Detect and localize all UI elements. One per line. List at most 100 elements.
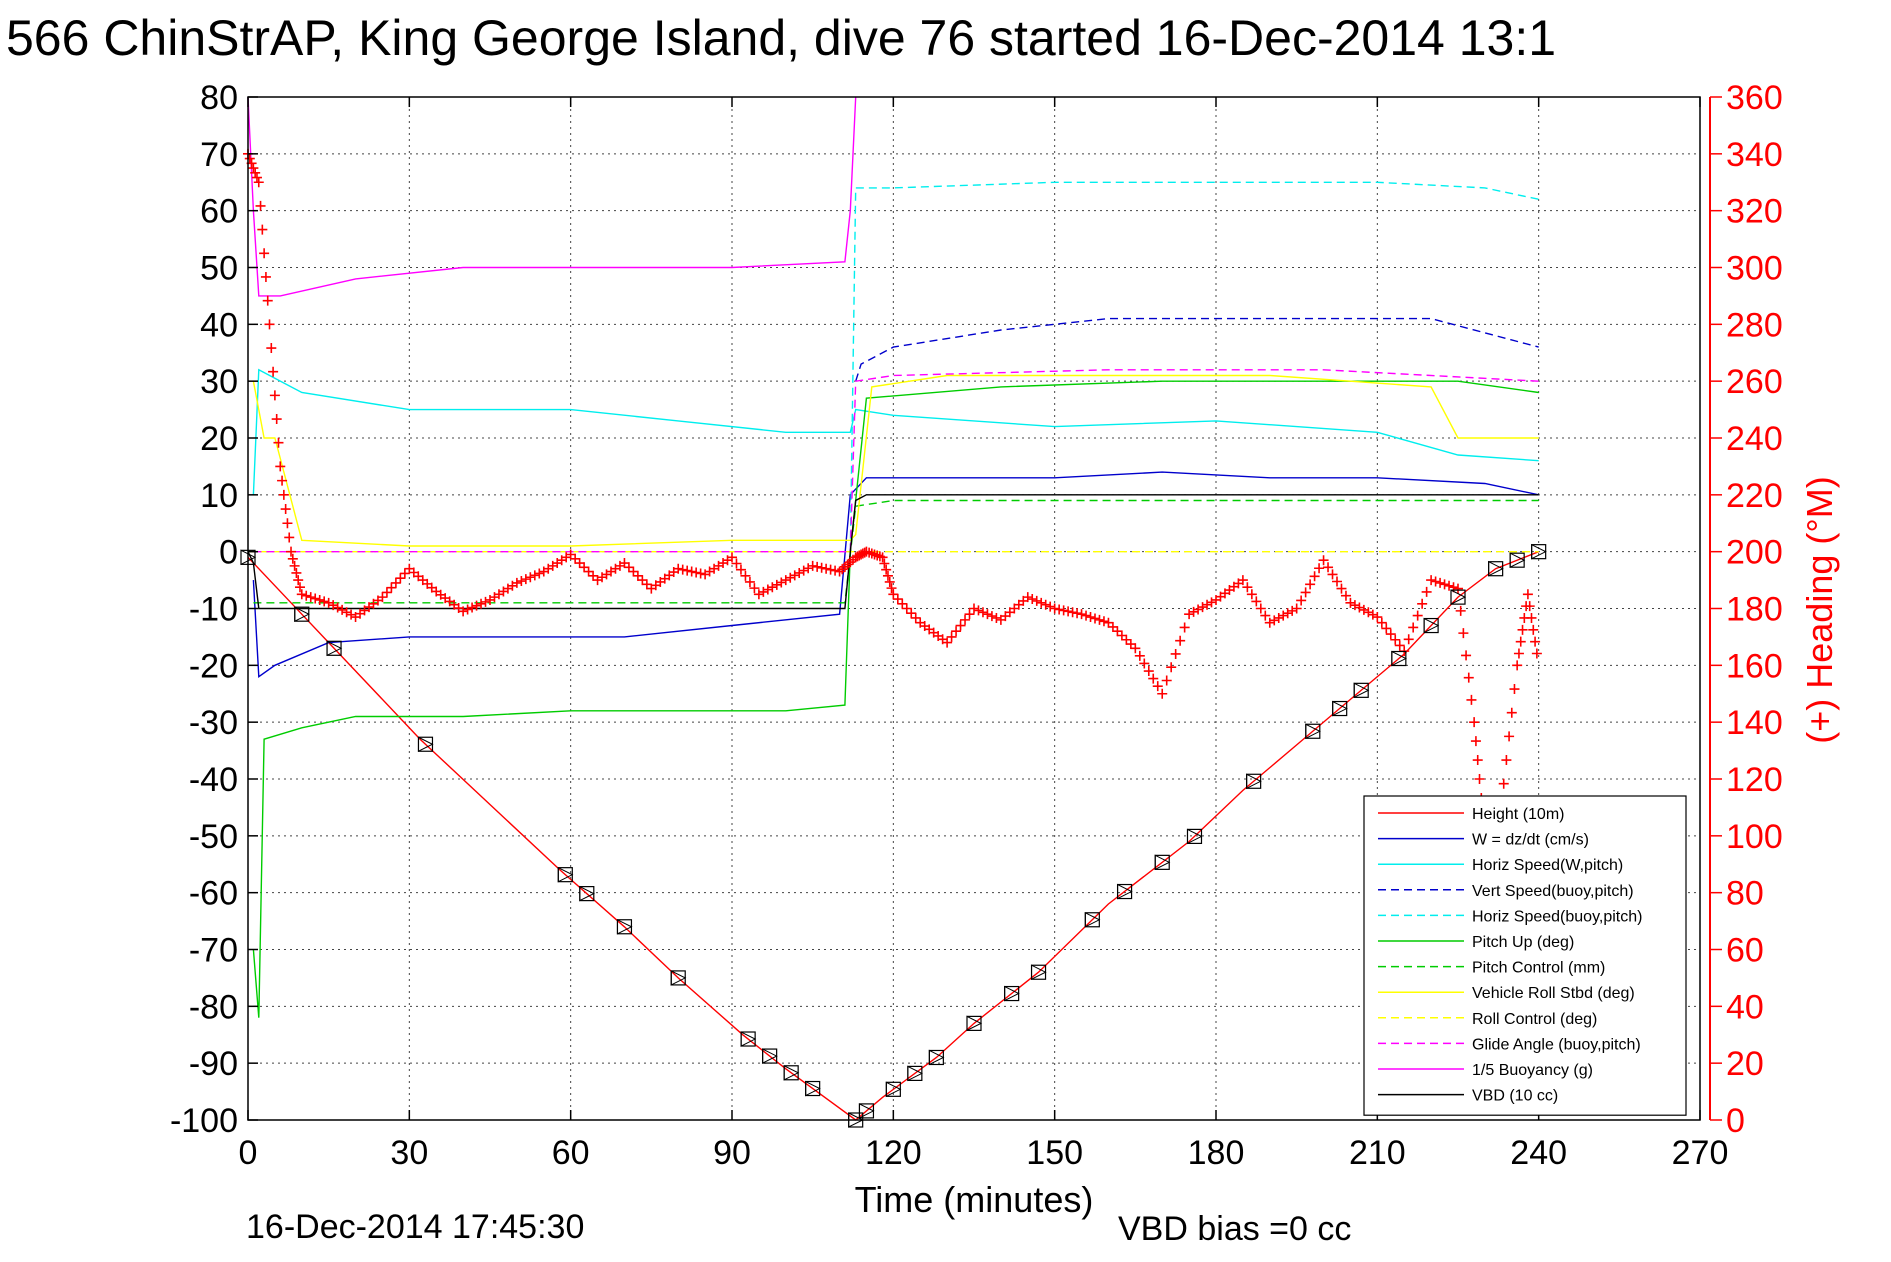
- heading-marker: [1130, 643, 1141, 654]
- footer-vbd-bias: VBD bias =0 cc: [1118, 1210, 1351, 1248]
- series-line: [252, 374, 1539, 547]
- heading-marker: [1072, 608, 1083, 619]
- heading-marker: [467, 602, 478, 613]
- heading-marker: [1148, 673, 1159, 684]
- series-line: [247, 494, 1539, 610]
- heading-marker: [332, 602, 343, 613]
- heading-marker: [1063, 606, 1074, 617]
- legend-box: [1363, 795, 1687, 1116]
- heading-marker: [337, 604, 348, 615]
- heading-marker: [268, 366, 279, 377]
- heading-marker: [1531, 648, 1542, 659]
- y-tick-label: 80: [200, 79, 238, 117]
- heading-marker: [271, 414, 282, 425]
- heading-marker: [1522, 589, 1533, 600]
- legend-label: VBD (10 cc): [1472, 1088, 1558, 1105]
- heading-marker: [286, 546, 297, 557]
- heading-marker: [266, 343, 277, 354]
- heading-marker: [877, 552, 888, 563]
- heading-marker: [1202, 599, 1213, 610]
- depth-marker-triangle: [1391, 650, 1407, 667]
- heading-marker: [480, 596, 491, 607]
- depth-marker-triangle: [1004, 985, 1020, 1002]
- heading-marker: [803, 563, 814, 574]
- y2-tick-label: 120: [1726, 761, 1783, 799]
- depth-marker-triangle: [616, 918, 633, 935]
- heading-marker: [637, 575, 648, 586]
- heading-marker: [534, 568, 545, 579]
- x-tick-label: 90: [713, 1134, 751, 1172]
- heading-marker: [277, 475, 288, 486]
- heading-marker: [882, 570, 893, 581]
- heading-marker: [255, 200, 266, 211]
- heading-marker: [1179, 622, 1190, 633]
- heading-marker: [785, 572, 796, 583]
- heading-marker: [677, 564, 688, 575]
- heading-marker: [973, 605, 984, 616]
- heading-marker: [892, 594, 903, 605]
- x-tick-label: 180: [1188, 1134, 1245, 1172]
- heading-marker: [1472, 755, 1483, 766]
- heading-marker: [1381, 623, 1392, 634]
- y-tick-label: -10: [189, 591, 238, 629]
- heading-marker: [628, 566, 639, 577]
- depth-marker-triangle: [783, 1064, 800, 1081]
- legend-label: Roll Control (deg): [1472, 1011, 1597, 1028]
- depth-marker-triangle: [294, 606, 310, 622]
- heading-marker: [1139, 658, 1150, 669]
- heading-marker: [1526, 612, 1537, 623]
- heading-marker: [673, 563, 684, 574]
- heading-marker: [471, 600, 482, 611]
- heading-marker: [1116, 630, 1127, 641]
- heading-marker: [1501, 755, 1512, 766]
- heading-marker: [1251, 596, 1262, 607]
- y2-tick-label: 40: [1726, 988, 1764, 1026]
- heading-marker: [511, 577, 522, 588]
- heading-marker: [310, 593, 321, 604]
- x-tick-label: 120: [865, 1134, 922, 1172]
- depth-marker-triangle: [1305, 723, 1321, 740]
- heading-marker: [758, 586, 769, 597]
- heading-marker: [1412, 610, 1423, 621]
- heading-marker: [942, 637, 953, 648]
- heading-marker: [1125, 639, 1136, 650]
- x-tick-label: 60: [552, 1134, 590, 1172]
- heading-marker: [1264, 617, 1275, 628]
- heading-marker: [623, 562, 634, 573]
- heading-marker: [1332, 576, 1342, 587]
- legend-label: Horiz Speed(buoy,pitch): [1472, 908, 1642, 925]
- heading-marker: [879, 558, 890, 569]
- heading-marker: [1305, 579, 1316, 590]
- heading-marker: [1300, 587, 1311, 598]
- depth-marker-triangle: [1488, 560, 1504, 577]
- depth-marker-triangle: [1246, 773, 1262, 790]
- heading-marker: [789, 570, 800, 581]
- heading-marker: [812, 561, 823, 572]
- x-tick-label: 270: [1672, 1134, 1729, 1172]
- heading-marker: [744, 576, 755, 587]
- legend: Height (10m) W = dz/dt (cm/s) Horiz Speed(…: [1363, 795, 1687, 1116]
- heading-marker: [1349, 600, 1360, 611]
- heading-marker: [386, 582, 397, 593]
- heading-marker: [619, 558, 630, 569]
- heading-marker: [390, 577, 401, 588]
- y2-tick-label: 280: [1726, 306, 1783, 344]
- heading-marker: [955, 620, 966, 631]
- heading-marker: [1166, 662, 1177, 673]
- heading-marker: [1470, 736, 1481, 747]
- depth-marker-triangle: [326, 640, 343, 657]
- y2-tick-label: 260: [1726, 363, 1783, 401]
- heading-marker: [695, 568, 706, 579]
- heading-marker: [305, 592, 316, 603]
- heading-marker: [381, 587, 392, 598]
- heading-marker: [1509, 684, 1520, 695]
- heading-marker: [244, 153, 255, 164]
- heading-marker: [260, 271, 271, 282]
- heading-marker: [1291, 603, 1302, 614]
- heading-marker: [565, 549, 576, 560]
- y2-axis-label: (+) Heading (°M): [1799, 476, 1840, 743]
- heading-marker: [821, 563, 832, 574]
- heading-marker: [1193, 604, 1204, 615]
- heading-marker: [1345, 597, 1356, 608]
- heading-marker: [897, 598, 908, 609]
